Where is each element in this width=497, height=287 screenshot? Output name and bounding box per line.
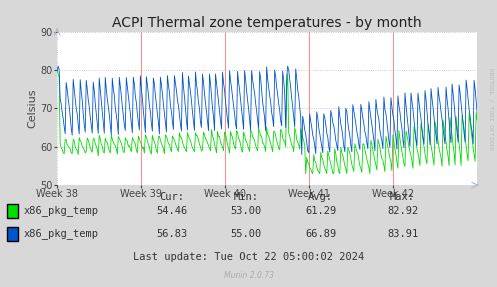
Title: ACPI Thermal zone temperatures - by month: ACPI Thermal zone temperatures - by mont…: [112, 16, 422, 30]
Text: Max:: Max:: [390, 192, 415, 201]
Text: 54.46: 54.46: [156, 206, 187, 216]
Text: 61.29: 61.29: [305, 206, 336, 216]
Text: Last update: Tue Oct 22 05:00:02 2024: Last update: Tue Oct 22 05:00:02 2024: [133, 252, 364, 262]
Text: Min:: Min:: [234, 192, 258, 201]
Text: Munin 2.0.73: Munin 2.0.73: [224, 271, 273, 280]
Text: 56.83: 56.83: [156, 229, 187, 239]
Text: x86_pkg_temp: x86_pkg_temp: [23, 228, 98, 239]
Text: RRDTOOL / TOBI OETIKER: RRDTOOL / TOBI OETIKER: [489, 68, 494, 150]
Text: 66.89: 66.89: [305, 229, 336, 239]
Text: x86_pkg_temp: x86_pkg_temp: [23, 205, 98, 216]
Text: Avg:: Avg:: [308, 192, 333, 201]
Text: Cur:: Cur:: [159, 192, 184, 201]
Text: 83.91: 83.91: [387, 229, 418, 239]
Y-axis label: Celsius: Celsius: [28, 89, 38, 128]
Text: 55.00: 55.00: [231, 229, 261, 239]
Text: 82.92: 82.92: [387, 206, 418, 216]
Text: 53.00: 53.00: [231, 206, 261, 216]
